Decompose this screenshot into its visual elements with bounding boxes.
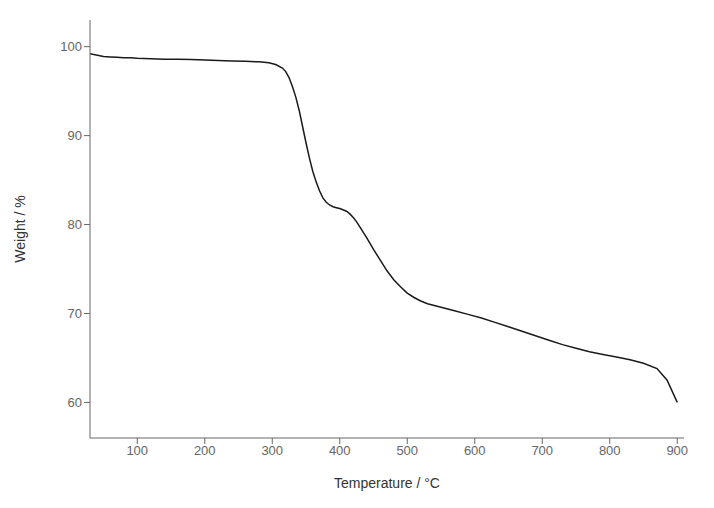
svg-text:Temperature / °C: Temperature / °C xyxy=(334,475,440,491)
svg-text:100: 100 xyxy=(60,39,82,54)
svg-text:60: 60 xyxy=(68,395,82,410)
svg-text:70: 70 xyxy=(68,306,82,321)
svg-text:80: 80 xyxy=(68,217,82,232)
svg-text:300: 300 xyxy=(261,443,283,458)
svg-text:Weight / %: Weight / % xyxy=(12,195,28,262)
svg-text:600: 600 xyxy=(464,443,486,458)
svg-text:90: 90 xyxy=(68,128,82,143)
svg-text:100: 100 xyxy=(126,443,148,458)
svg-text:900: 900 xyxy=(666,443,688,458)
svg-text:700: 700 xyxy=(531,443,553,458)
svg-text:400: 400 xyxy=(329,443,351,458)
svg-text:200: 200 xyxy=(194,443,216,458)
svg-text:800: 800 xyxy=(599,443,621,458)
svg-text:500: 500 xyxy=(396,443,418,458)
